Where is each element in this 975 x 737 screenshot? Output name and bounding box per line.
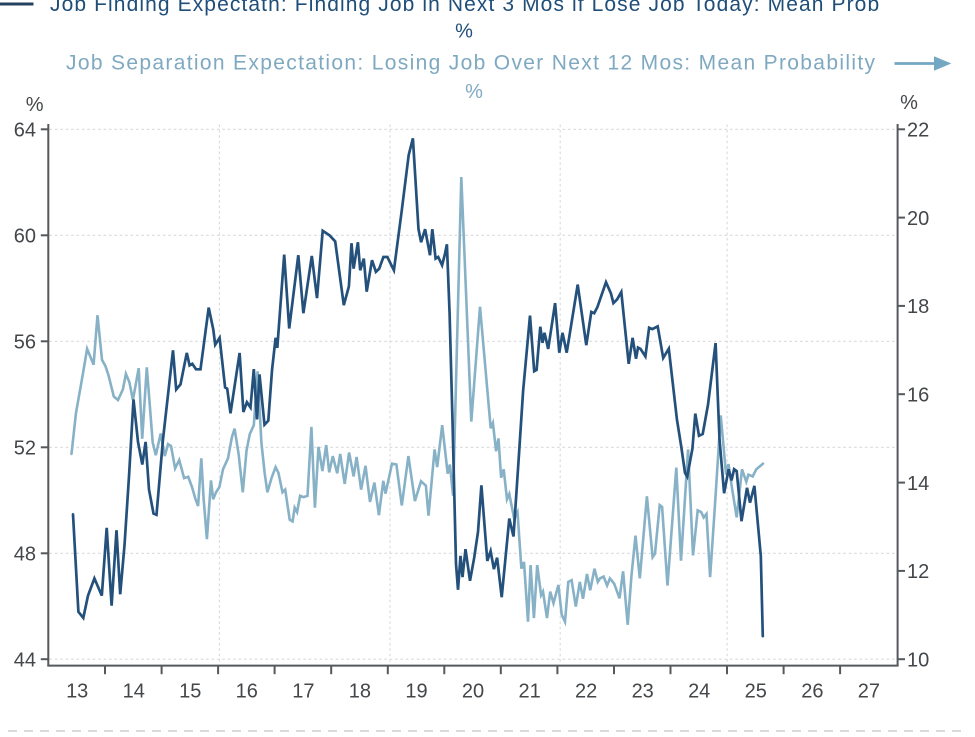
svg-text:10: 10 — [907, 649, 929, 671]
svg-text:19: 19 — [405, 681, 427, 703]
svg-text:%: % — [465, 81, 483, 103]
svg-text:26: 26 — [801, 681, 823, 703]
svg-text:22: 22 — [907, 120, 929, 142]
svg-text:14: 14 — [907, 473, 929, 495]
svg-text:16: 16 — [907, 384, 929, 406]
svg-text:56: 56 — [14, 332, 36, 354]
svg-text:25: 25 — [745, 681, 767, 703]
svg-text:12: 12 — [907, 561, 929, 583]
svg-text:48: 48 — [14, 544, 36, 566]
svg-text:22: 22 — [575, 681, 597, 703]
svg-text:Job Separation Expectation: Lo: Job Separation Expectation: Losing Job O… — [66, 52, 876, 75]
svg-text:14: 14 — [123, 681, 145, 703]
svg-text:%: % — [900, 92, 918, 114]
svg-text:20: 20 — [462, 681, 484, 703]
svg-text:18: 18 — [349, 681, 371, 703]
svg-text:15: 15 — [179, 681, 201, 703]
svg-text:27: 27 — [858, 681, 880, 703]
svg-text:20: 20 — [907, 208, 929, 230]
svg-text:%: % — [26, 94, 44, 116]
svg-text:44: 44 — [14, 649, 36, 671]
svg-text:%: % — [455, 21, 473, 43]
svg-text:18: 18 — [907, 296, 929, 318]
svg-text:60: 60 — [14, 226, 36, 248]
svg-text:23: 23 — [632, 681, 654, 703]
svg-text:17: 17 — [292, 681, 314, 703]
svg-text:52: 52 — [14, 438, 36, 460]
svg-text:Job Finding Expectatn: Finding: Job Finding Expectatn: Finding Job in Ne… — [50, 0, 880, 16]
svg-text:64: 64 — [14, 120, 36, 142]
svg-text:21: 21 — [518, 681, 540, 703]
svg-text:16: 16 — [236, 681, 258, 703]
svg-text:13: 13 — [66, 681, 88, 703]
svg-text:24: 24 — [688, 681, 710, 703]
